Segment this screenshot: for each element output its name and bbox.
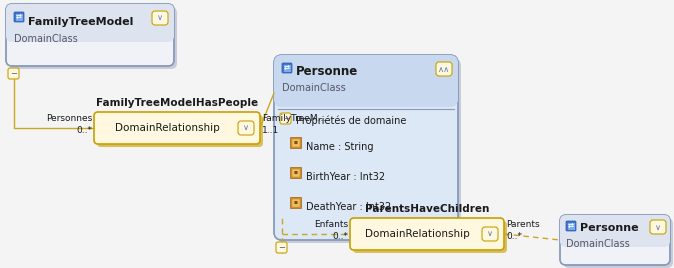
Text: ■: ■ (294, 200, 297, 204)
Text: ∨: ∨ (655, 222, 661, 232)
FancyBboxPatch shape (282, 63, 292, 73)
FancyBboxPatch shape (97, 115, 263, 147)
Text: DomainRelationship: DomainRelationship (115, 123, 220, 133)
Text: FamilyTreeModel: FamilyTreeModel (28, 17, 133, 27)
FancyBboxPatch shape (291, 199, 299, 207)
Text: ⇄: ⇄ (16, 14, 22, 20)
Text: DomainClass: DomainClass (282, 83, 346, 93)
FancyBboxPatch shape (290, 197, 301, 208)
Text: ■: ■ (294, 170, 297, 174)
FancyBboxPatch shape (9, 7, 177, 69)
Text: ∨: ∨ (243, 124, 249, 132)
FancyBboxPatch shape (274, 55, 458, 107)
Text: 0..*: 0..* (332, 232, 348, 241)
FancyBboxPatch shape (650, 220, 666, 234)
Text: Parents: Parents (506, 220, 540, 229)
FancyBboxPatch shape (482, 227, 498, 241)
FancyBboxPatch shape (16, 13, 22, 20)
Text: 1..1: 1..1 (262, 126, 279, 135)
Text: −: − (10, 69, 17, 78)
FancyBboxPatch shape (14, 12, 24, 22)
FancyBboxPatch shape (560, 215, 670, 265)
FancyBboxPatch shape (6, 4, 174, 42)
FancyBboxPatch shape (277, 58, 461, 243)
FancyBboxPatch shape (8, 68, 19, 79)
FancyBboxPatch shape (560, 215, 670, 247)
Text: ⇄: ⇄ (284, 65, 290, 71)
Text: ⇄: ⇄ (568, 223, 574, 229)
FancyBboxPatch shape (291, 169, 299, 177)
FancyBboxPatch shape (291, 139, 299, 147)
FancyBboxPatch shape (274, 55, 458, 240)
FancyBboxPatch shape (353, 221, 507, 253)
Text: ParentsHaveChildren: ParentsHaveChildren (365, 204, 489, 214)
Text: Personne: Personne (296, 65, 359, 78)
FancyBboxPatch shape (238, 121, 254, 135)
Text: 0..*: 0..* (506, 232, 522, 241)
Text: Name : String: Name : String (306, 142, 373, 152)
Text: Personnes: Personnes (46, 114, 92, 123)
Text: ∨: ∨ (157, 13, 163, 23)
FancyBboxPatch shape (290, 167, 301, 178)
FancyBboxPatch shape (568, 222, 574, 229)
Text: DeathYear : Int32: DeathYear : Int32 (306, 202, 391, 212)
Text: ∧∧: ∧∧ (438, 65, 450, 73)
Text: DomainRelationship: DomainRelationship (365, 229, 470, 239)
FancyBboxPatch shape (280, 113, 291, 124)
FancyBboxPatch shape (563, 218, 673, 268)
Text: −: − (278, 243, 285, 252)
FancyBboxPatch shape (94, 112, 260, 144)
Text: Personne: Personne (580, 223, 639, 233)
FancyBboxPatch shape (436, 62, 452, 76)
Text: FamilyTreeM...: FamilyTreeM... (262, 114, 326, 123)
Text: ∨: ∨ (487, 229, 493, 239)
Text: 0..*: 0..* (76, 126, 92, 135)
Text: BirthYear : Int32: BirthYear : Int32 (306, 172, 385, 182)
FancyBboxPatch shape (6, 4, 174, 66)
Text: ■: ■ (294, 140, 297, 144)
FancyBboxPatch shape (276, 242, 287, 253)
FancyBboxPatch shape (290, 137, 301, 148)
FancyBboxPatch shape (284, 65, 290, 72)
Text: Enfants: Enfants (314, 220, 348, 229)
Text: FamilyTreeModelHasPeople: FamilyTreeModelHasPeople (96, 98, 258, 108)
Text: DomainClass: DomainClass (566, 239, 630, 249)
Text: DomainClass: DomainClass (14, 34, 78, 44)
Text: −: − (282, 114, 289, 123)
FancyBboxPatch shape (152, 11, 168, 25)
Text: Propriétés de domaine: Propriétés de domaine (296, 115, 406, 125)
FancyBboxPatch shape (566, 221, 576, 231)
FancyBboxPatch shape (350, 218, 504, 250)
